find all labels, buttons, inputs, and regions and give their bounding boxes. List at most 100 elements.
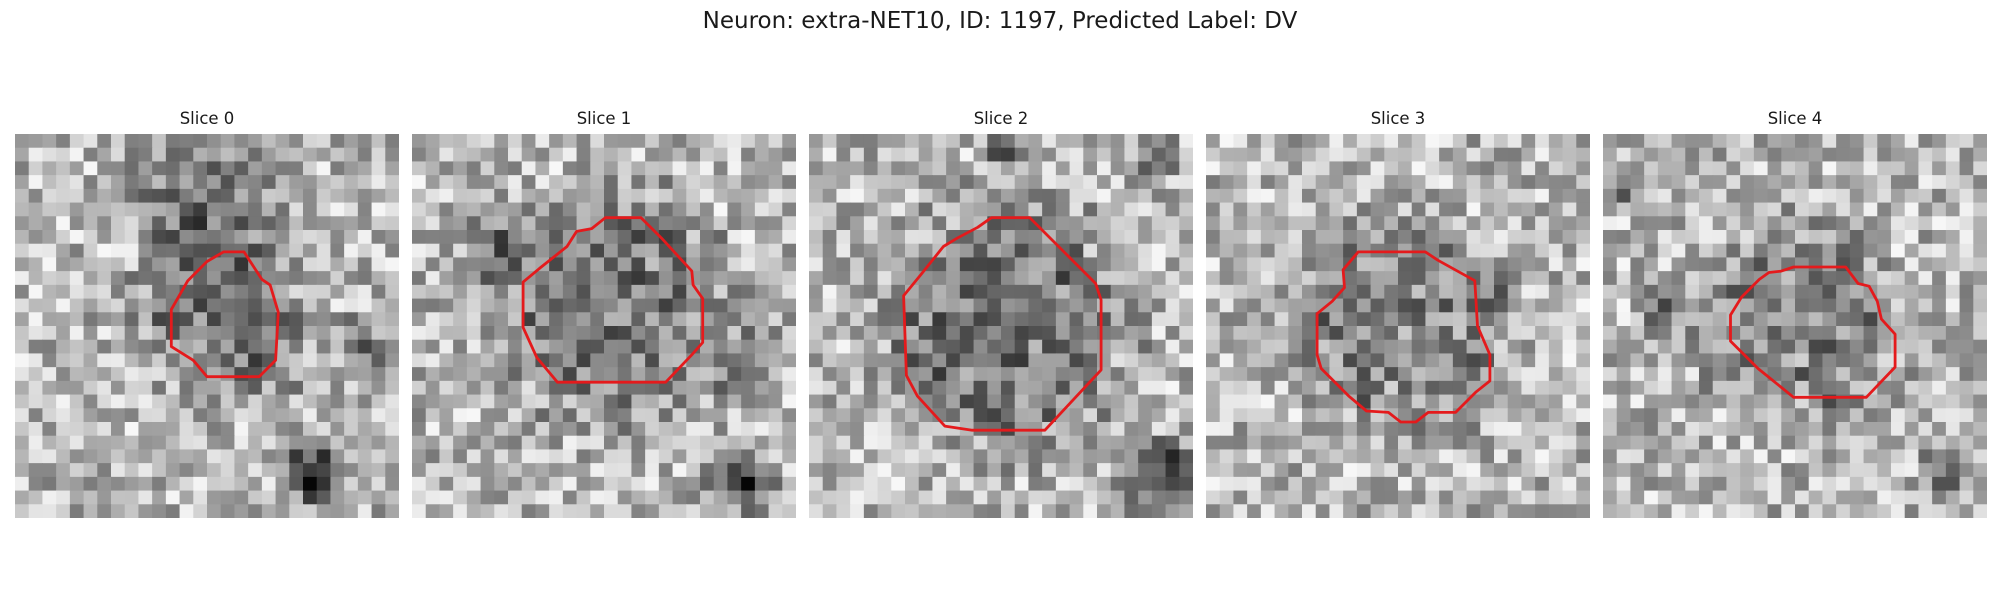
pixel — [357, 476, 373, 492]
pixel — [987, 326, 1002, 341]
pixel — [1576, 504, 1590, 518]
pixel — [535, 394, 550, 409]
pixel — [1685, 380, 1700, 396]
pixel — [165, 243, 181, 259]
slice-1-title: Slice 1 — [576, 109, 632, 128]
pixel — [56, 298, 71, 313]
pixel — [97, 367, 112, 382]
pixel — [1822, 257, 1837, 272]
pixel — [877, 435, 892, 451]
pixel — [1712, 504, 1728, 518]
pixel — [754, 271, 770, 286]
pixel — [248, 243, 263, 259]
pixel — [590, 380, 605, 396]
pixel — [959, 394, 975, 409]
pixel — [946, 284, 961, 300]
pixel — [1712, 312, 1728, 327]
pixel — [658, 326, 674, 341]
pixel — [1028, 298, 1043, 313]
pixel — [1808, 339, 1824, 355]
pixel — [1439, 230, 1454, 245]
slice-4-image — [1603, 134, 1987, 518]
pixel — [1671, 161, 1686, 176]
pixel — [138, 394, 153, 409]
pixel — [193, 380, 208, 396]
pixel — [562, 353, 578, 368]
pixel — [1480, 422, 1495, 437]
pixel — [672, 326, 687, 341]
pixel — [1753, 216, 1769, 231]
pixel — [248, 216, 263, 231]
pixel — [700, 230, 715, 245]
pixel — [658, 243, 674, 259]
pixel — [261, 257, 277, 272]
pixel — [1179, 298, 1193, 313]
pixel — [604, 435, 619, 451]
pixel — [1740, 271, 1755, 286]
pixel — [385, 175, 399, 190]
pixel — [316, 230, 332, 245]
pixel — [330, 298, 345, 313]
pixel — [1616, 147, 1632, 163]
pixel — [207, 202, 222, 217]
pixel — [357, 367, 373, 382]
pixel — [754, 353, 770, 368]
pixel — [521, 435, 537, 451]
pixel — [193, 435, 208, 451]
pixel — [1753, 435, 1769, 451]
pixel — [316, 380, 332, 396]
pixel — [987, 394, 1002, 409]
pixel — [42, 353, 57, 368]
pixel — [1630, 284, 1645, 300]
pixel — [1083, 243, 1098, 259]
pixel — [371, 449, 386, 464]
pixel — [1083, 216, 1098, 231]
pixel — [549, 134, 564, 149]
pixel — [1767, 161, 1782, 176]
pixel — [111, 284, 126, 300]
pixel — [275, 175, 290, 190]
pixel — [1124, 449, 1139, 464]
pixel — [576, 422, 591, 437]
pixel — [480, 435, 495, 451]
pixel — [1630, 367, 1645, 382]
pixel — [1219, 504, 1235, 518]
pixel — [1630, 408, 1645, 423]
pixel — [987, 339, 1002, 355]
pixel — [1138, 161, 1153, 176]
pixel — [179, 476, 194, 492]
pixel — [1535, 422, 1550, 437]
pixel — [1657, 339, 1673, 355]
pixel — [782, 380, 796, 396]
pixel — [138, 380, 153, 396]
pixel — [604, 202, 619, 217]
pixel — [1356, 490, 1372, 505]
pixel — [1781, 202, 1796, 217]
pixel — [1425, 339, 1440, 355]
pixel — [1247, 504, 1262, 518]
pixel — [1535, 271, 1550, 286]
pixel — [1535, 312, 1550, 327]
pixel — [700, 422, 715, 437]
pixel — [713, 243, 729, 259]
pixel — [1548, 476, 1564, 492]
pixel — [165, 504, 181, 518]
pixel — [946, 394, 961, 409]
pixel — [1370, 161, 1385, 176]
pixel — [1918, 408, 1933, 423]
pixel — [193, 175, 208, 190]
pixel — [1753, 134, 1769, 149]
pixel — [1302, 188, 1317, 204]
pixel — [1644, 216, 1659, 231]
pixel — [1124, 257, 1139, 272]
pixel — [1576, 202, 1590, 217]
pixel — [754, 216, 770, 231]
pixel — [562, 367, 578, 382]
pixel — [453, 449, 468, 464]
pixel — [289, 339, 304, 355]
pixel — [1630, 504, 1645, 518]
pixel — [357, 408, 373, 423]
pixel — [850, 216, 865, 231]
pixel — [453, 216, 468, 231]
pixel — [1370, 339, 1385, 355]
